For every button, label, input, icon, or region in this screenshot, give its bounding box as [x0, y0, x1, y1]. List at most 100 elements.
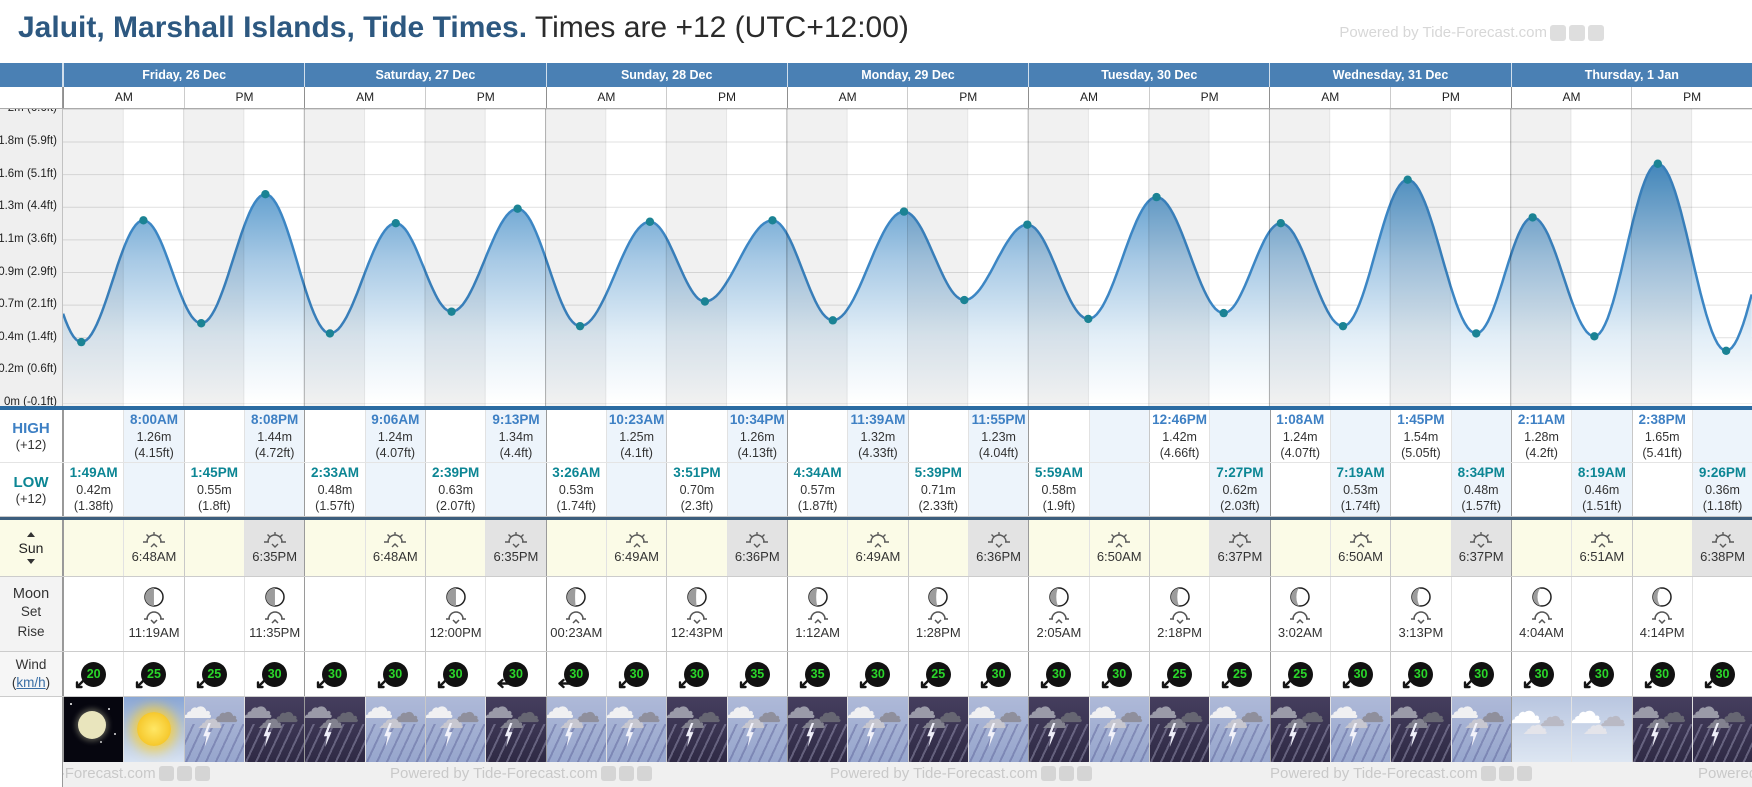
- low-tide-meters: 0.48m: [1463, 483, 1499, 498]
- wind-speed-badge: 30: [1041, 661, 1072, 688]
- high-tide-meters: 1.26m: [136, 429, 172, 444]
- weather-row: ☁ ☁ ☁ ☁ ☁ ☁ ☁ ☁ ☁ ☁ ☁ ☁ ☁ ☁ ☁ ☁ ☁ ☁ ☁ ☁ ☁ ☁ ☁ ☁ ☁ ☁ ☁ ☁ ☁ ☁ ☁ ☁ ☁ ☁ ☁ ☁ ☁ ☁ ☁ ☁…: [0, 697, 1752, 762]
- wind-direction-arrow-icon: [1704, 676, 1716, 688]
- wind-direction-arrow-icon: [739, 676, 751, 688]
- cloud-icon: ☁: [1417, 697, 1446, 729]
- weather-cell: ☁☁☁: [907, 697, 968, 762]
- high-label: HIGH: [12, 420, 50, 437]
- wind-speed-badge: 30: [1704, 661, 1736, 688]
- cloud-icon: ☁: [1282, 705, 1309, 735]
- wind-cell: 30: [1390, 652, 1450, 696]
- wind-cell: 25: [183, 652, 244, 696]
- cloud-icon: ☁: [185, 697, 213, 723]
- cloud-icon: ☁: [679, 705, 706, 735]
- moon-row: Moon Set Rise 11:19AM 11:35PM 12:00PM 00:23…: [0, 577, 1752, 652]
- high-tide-meters: 1.23m: [981, 429, 1016, 444]
- moon-cell: [605, 577, 666, 651]
- sun-cell: [1390, 520, 1450, 576]
- weather-cell: ☁☁☁: [424, 697, 486, 762]
- weather-icon-storm-day: ☁☁☁: [1089, 697, 1149, 762]
- sun-cell: [786, 520, 847, 576]
- pm-label: PM: [1390, 87, 1511, 108]
- moonset-time: 12:00PM: [429, 625, 482, 641]
- wind-speed-value: 30: [388, 666, 403, 681]
- moon-cell: 2:05AM: [1028, 577, 1088, 651]
- cloud-icon: ☁: [1403, 705, 1430, 735]
- sunrise-icon: [1108, 532, 1131, 548]
- cloud-icon: ☁: [753, 697, 782, 729]
- sunset-icon: [1711, 532, 1734, 549]
- wind-speed-badge: 35: [799, 661, 831, 688]
- weather-cell: ☁☁☁: [1269, 697, 1330, 762]
- low-tide-time: 1:49AM: [69, 465, 118, 481]
- high-tide-feet: (4.07ft): [1280, 445, 1321, 460]
- sun-cell: [1148, 520, 1209, 576]
- sunset-time: 6:35PM: [252, 549, 298, 565]
- lightning-icon: [1711, 723, 1719, 747]
- cloud-icon: ☁: [693, 697, 722, 729]
- am-label: AM: [1028, 87, 1149, 108]
- weather-cell: ☁☁☁: [1390, 697, 1451, 762]
- cloud-icon: ☁: [1101, 705, 1128, 735]
- watermark-footer: Powered by Tide-Forecast.com: [390, 765, 652, 782]
- sunset-icon: [746, 532, 769, 549]
- wind-speed-value: 30: [689, 666, 704, 681]
- moon-cell: 1:12AM: [786, 577, 847, 651]
- wind-cell: 30: [485, 652, 545, 696]
- wind-direction-arrow-icon: [317, 676, 329, 688]
- sun-cell: 6:36PM: [967, 520, 1029, 576]
- y-axis-label: 0.9m (2.9ft): [0, 265, 57, 278]
- weather-icon-clear-night: [64, 697, 124, 762]
- y-axis-label: 2m (6.6ft): [8, 109, 57, 114]
- y-axis-label: 0.7m (2.1ft): [0, 298, 57, 311]
- wind-speed-value: 25: [1293, 666, 1308, 681]
- moonset-icon: [1169, 611, 1190, 625]
- wind-speed-badge: 30: [377, 661, 408, 688]
- watermark-text: Powered by Tide-Forecast.com: [830, 765, 1038, 782]
- wind-speed-badge: 30: [1523, 661, 1555, 688]
- cloud-icon: ☁: [1463, 705, 1490, 735]
- high-tide-cell: [666, 410, 726, 462]
- watermark-icon: [1058, 766, 1074, 781]
- high-tide-cell: 10:34PM 1.26m (4.13ft): [726, 410, 787, 462]
- cloud-icon: ☁: [667, 697, 695, 723]
- weather-icon-storm-night: ☁☁☁: [667, 697, 727, 762]
- sunset-icon: [1228, 532, 1251, 549]
- moon-phase-icon: [687, 587, 707, 607]
- am-label: AM: [1269, 87, 1390, 108]
- full-moon-icon: [78, 711, 106, 739]
- am-pm-row: AM PM AM PM AM PM AM PM AM PM AM PM AM PM: [0, 87, 1752, 108]
- lightning-icon: [203, 723, 211, 747]
- cloud-icon: ☁: [1391, 697, 1419, 723]
- moonset-icon: [143, 611, 164, 625]
- cloud-icon: ☁: [1090, 697, 1118, 723]
- sunset-time: 6:36PM: [734, 549, 780, 565]
- moon-cell: [304, 577, 364, 651]
- y-axis-label: 1.6m (5.1ft): [0, 167, 57, 180]
- low-tide-row: LOW (+12) 1:49AM 0.42m (1.38ft) 1:45PM 0.55m…: [0, 463, 1752, 517]
- moonset-time: 12:43PM: [670, 625, 723, 641]
- wind-speed-value: 30: [1715, 666, 1730, 681]
- wind-speed-badge: 30: [1342, 661, 1374, 688]
- cloud-icon: ☁: [1150, 697, 1178, 723]
- high-tide-cell: 1:08AM 1.24m (4.07ft): [1269, 410, 1330, 462]
- cloud-icon: ☁: [1512, 697, 1542, 729]
- page-title: Jaluit, Marshall Islands, Tide Times. Ti…: [18, 11, 909, 45]
- weather-icon-storm-night: ☁☁☁: [1391, 697, 1451, 762]
- high-tide-cell: 8:08PM 1.44m (4.72ft): [243, 410, 305, 462]
- weather-cell: ☁☁☁: [545, 697, 606, 762]
- sunrise-time: 6:50AM: [1338, 549, 1383, 565]
- sunrise-icon: [384, 532, 407, 548]
- am-label: AM: [304, 87, 425, 108]
- moon-phase-icon: [928, 587, 948, 607]
- moon-phase-icon: [1049, 587, 1069, 607]
- cloud-icon: ☁: [1161, 705, 1188, 735]
- wind-direction-arrow-icon: [377, 676, 389, 688]
- wind-speed-value: 30: [1112, 666, 1127, 681]
- wind-speed-value: 30: [1534, 666, 1549, 681]
- wind-cell: 30: [1571, 652, 1631, 696]
- wind-unit-link[interactable]: km/h: [16, 675, 46, 690]
- weather-icon-storm-day: ☁☁☁: [606, 697, 667, 762]
- low-tide-feet: (1.51ft): [1582, 499, 1622, 514]
- low-tide-cell: 4:34AM 0.57m (1.87ft): [786, 463, 847, 516]
